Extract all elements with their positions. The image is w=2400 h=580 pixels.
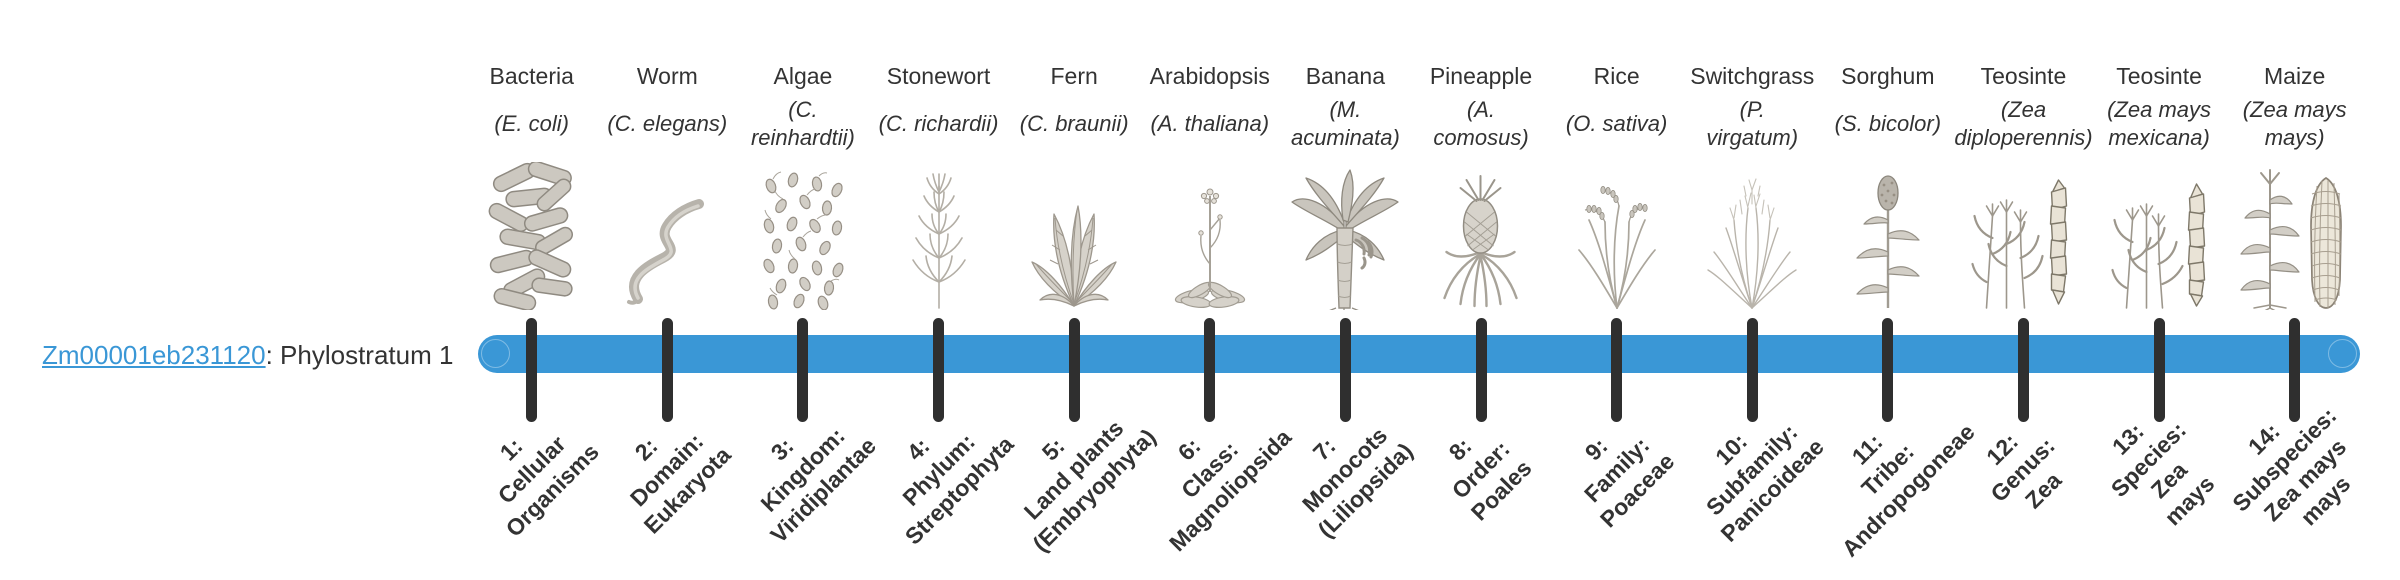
phylostratum-label: 6: Class: Magnoliopsida	[1163, 424, 1297, 557]
organism-column: Arabidopsis (A. thaliana)	[1135, 60, 1285, 156]
sorghum-icon	[1852, 164, 1924, 310]
maize-icon	[2240, 164, 2350, 310]
teosinte-mexicana-icon	[2107, 164, 2212, 310]
phylostratum-label: 3: Kingdom: Viridiplantae	[755, 422, 881, 549]
organism-column: Banana (M. acuminata)	[1270, 60, 1420, 156]
organism-species: (P. virgatum)	[1706, 97, 1799, 150]
phylostratum-label: 14: Subspecies: Zea mays mays	[2226, 402, 2356, 531]
phylostratum-tick	[2289, 318, 2301, 422]
organism-name: Teosinte	[2116, 63, 2202, 89]
bacteria-icon	[488, 162, 576, 310]
phylostratum-label: 2: Domain: Eukaryota	[625, 427, 736, 539]
phylostratum-tick	[1204, 318, 1216, 422]
organism-name: Worm	[636, 63, 698, 89]
timeline-bar-right-cap	[2328, 339, 2357, 368]
phylostratum-label: 9: Family: Poaceae	[1578, 431, 1679, 533]
phylostratum-tick	[1882, 318, 1894, 422]
organism-species: (C. richardii)	[878, 111, 999, 136]
organism-column: Stonewort (C. richardii)	[864, 60, 1014, 156]
phylostratum-label: 4: Phylum: Streptophyta	[896, 428, 1019, 550]
phylostratum-tick	[797, 318, 809, 422]
organism-column: Worm (C. elegans)	[592, 60, 742, 156]
switchgrass-icon	[1702, 164, 1802, 310]
teosinte-diploperennis-icon	[1971, 164, 2076, 310]
organism-name: Stonewort	[886, 63, 991, 89]
organism-name: Maize	[2264, 63, 2326, 89]
organism-column: Teosinte (Zea diploperennis)	[1948, 60, 2098, 156]
organism-column: Rice (O. sativa)	[1542, 60, 1692, 156]
phylostratum-text: : Phylostratum 1	[265, 340, 454, 370]
banana-icon	[1290, 164, 1400, 310]
worm-icon	[623, 164, 711, 310]
organism-column: Switchgrass (P. virgatum)	[1677, 60, 1827, 156]
organism-species: (C. elegans)	[607, 111, 728, 136]
phylostratum-tick	[2017, 318, 2029, 422]
organism-species: (Zea mays mays)	[2242, 97, 2347, 150]
phylostratum-tick	[1339, 318, 1351, 422]
organism-species: (E. coli)	[494, 111, 569, 136]
timeline-bar	[478, 335, 2360, 373]
phylostratum-tick	[2153, 318, 2165, 422]
phylostratum-label: 8: Order: Poales	[1443, 432, 1537, 526]
organism-name: Sorghum	[1841, 63, 1935, 89]
phylostratum-label: 10: Subfamily: Panicoideae	[1701, 418, 1830, 547]
organism-name: Switchgrass	[1690, 63, 1815, 89]
pineapple-icon	[1439, 164, 1524, 310]
organism-species: (A. comosus)	[1433, 97, 1529, 150]
organism-species: (M. acuminata)	[1290, 97, 1400, 150]
organism-species: (Zea diploperennis)	[1954, 97, 2093, 150]
organism-column: Teosinte (Zea mays mexicana)	[2084, 60, 2234, 156]
organism-column: Maize (Zea mays mays)	[2220, 60, 2370, 156]
gene-link[interactable]: Zm00001eb231120	[42, 340, 266, 370]
organism-species: (C. reinhardtii)	[750, 97, 855, 150]
rice-icon	[1567, 164, 1667, 310]
organism-column: Sorghum (S. bicolor)	[1813, 60, 1963, 156]
phylostratum-label: 5: Land plants (Embryophyta)	[1018, 414, 1161, 557]
fern-icon	[1024, 164, 1124, 310]
phylostratum-label: 1: Cellular Organisms	[492, 430, 604, 542]
organism-column: Algae (C. reinhardtii)	[728, 60, 878, 156]
phylostratum-tick	[661, 318, 673, 422]
phylostratum-tick	[1611, 318, 1623, 422]
organism-species: (Zea mays mexicana)	[2107, 97, 2212, 150]
organism-name: Teosinte	[1980, 63, 2067, 89]
organism-column: Pineapple (A. comosus)	[1406, 60, 1556, 156]
phylostratum-label: 12: Genus: Zea	[1981, 428, 2067, 514]
organism-name: Rice	[1593, 63, 1640, 89]
organism-column: Fern (C. braunii)	[999, 60, 1149, 156]
timeline-bar-left-cap	[481, 339, 510, 368]
arabidopsis-icon	[1170, 164, 1250, 310]
stonewort-icon	[906, 164, 972, 310]
phylostratum-tick	[1475, 318, 1487, 422]
phylostratum-tick	[526, 318, 538, 422]
phylostratum-tick	[1746, 318, 1758, 422]
phylostratum-label: 7: Monocots (Liliopsida)	[1297, 422, 1419, 543]
phylostratum-tick	[1068, 318, 1080, 422]
algae-icon	[759, 164, 847, 310]
organism-name: Pineapple	[1429, 63, 1533, 89]
organism-name: Arabidopsis	[1149, 63, 1270, 89]
organism-species: (S. bicolor)	[1834, 111, 1942, 136]
phylostratum-tick	[933, 318, 945, 422]
organism-name: Banana	[1305, 63, 1386, 89]
organism-species: (C. braunii)	[1019, 111, 1129, 136]
organism-species: (A. thaliana)	[1150, 111, 1270, 136]
organism-species: (O. sativa)	[1565, 111, 1668, 136]
organism-column: Bacteria (E. coli)	[457, 60, 607, 156]
organism-name: Fern	[1050, 63, 1098, 89]
organism-name: Algae	[773, 63, 833, 89]
gene-label: Zm00001eb231120: Phylostratum 1	[42, 338, 453, 372]
organism-name: Bacteria	[489, 63, 574, 89]
